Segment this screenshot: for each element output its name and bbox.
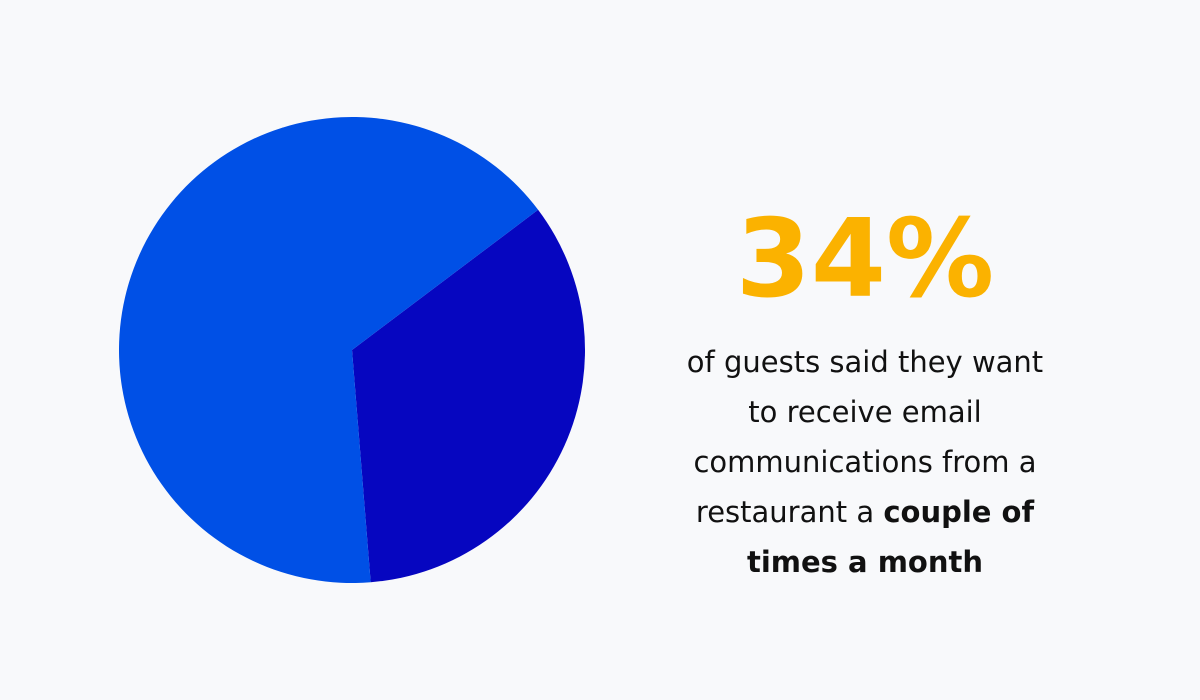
caption-emphasis: couple of times a month [746,495,1035,579]
caption-text: of guests said they want to receive emai… [686,345,1044,529]
caption: of guests said they want to receive emai… [680,337,1050,587]
value-label: 34% [735,197,995,322]
pie-slice [352,209,585,583]
pie-slice [119,116,539,583]
